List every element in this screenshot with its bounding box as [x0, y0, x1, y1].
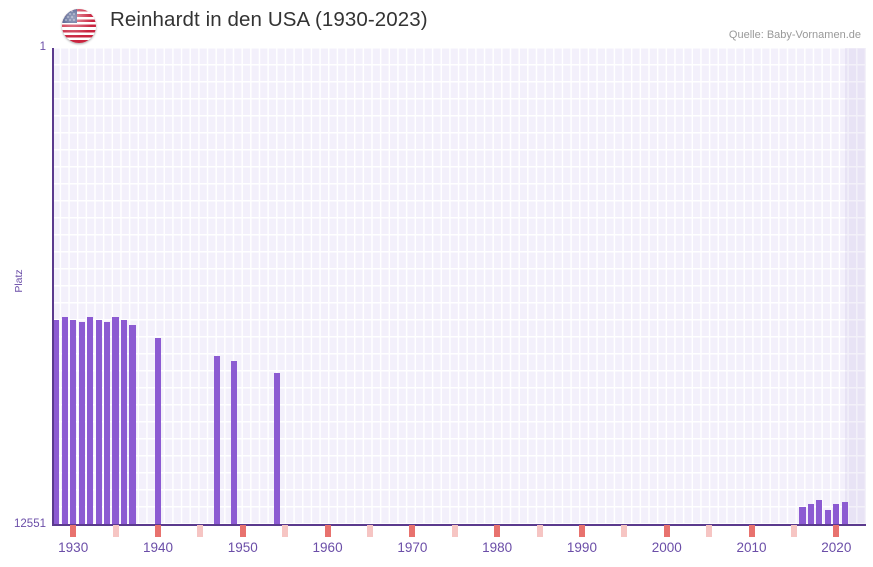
x-axis-line — [52, 524, 866, 526]
x-tick-minor — [451, 525, 458, 537]
x-axis-label: 2020 — [821, 540, 852, 555]
bar[interactable] — [112, 317, 119, 525]
chart-header: Reinhardt in den USA (1930-2023) Quelle:… — [0, 0, 873, 46]
x-axis-label: 1970 — [397, 540, 428, 555]
x-tick-minor — [197, 525, 204, 537]
bar[interactable] — [833, 504, 840, 525]
x-axis-label: 1930 — [58, 540, 89, 555]
bar[interactable] — [61, 317, 68, 525]
x-axis-label: 1990 — [566, 540, 597, 555]
x-tick-major — [70, 525, 77, 537]
bar[interactable] — [807, 504, 815, 525]
x-tick-minor — [790, 525, 797, 537]
x-tick-major — [154, 525, 161, 537]
x-tick-major — [324, 525, 331, 537]
y-axis-title: Platz — [13, 269, 25, 293]
x-tick-minor — [536, 525, 543, 537]
x-axis-label: 1950 — [227, 540, 258, 555]
bar[interactable] — [53, 320, 60, 525]
y-axis-label-bottom: 12551 — [14, 518, 46, 530]
x-tick-major — [833, 525, 840, 537]
plot-area — [52, 48, 866, 525]
x-axis-label: 1940 — [142, 540, 174, 555]
x-tick-major — [409, 525, 416, 537]
bar[interactable] — [824, 509, 831, 525]
bar[interactable] — [87, 317, 94, 525]
bar[interactable] — [799, 506, 806, 525]
bar[interactable] — [120, 320, 128, 525]
x-tick-major — [494, 525, 501, 537]
bar[interactable] — [231, 360, 238, 525]
x-axis-label: 1980 — [482, 540, 513, 555]
bar[interactable] — [70, 320, 77, 525]
x-tick-minor — [366, 525, 373, 537]
bar[interactable] — [214, 356, 221, 525]
x-axis-label: 2000 — [651, 540, 682, 555]
y-axis-line — [52, 48, 54, 525]
x-tick-major — [663, 525, 670, 537]
bar[interactable] — [841, 502, 848, 525]
page-title: Reinhardt in den USA (1930-2023) — [110, 8, 428, 31]
x-tick-minor — [621, 525, 628, 537]
us-flag-icon — [62, 9, 96, 43]
bar[interactable] — [129, 324, 136, 525]
x-axis-label: 2010 — [736, 540, 767, 555]
bar[interactable] — [816, 499, 823, 525]
x-axis-label: 1960 — [312, 540, 343, 555]
plot-grid — [52, 48, 866, 525]
x-tick-minor — [112, 525, 119, 537]
source-note: Quelle: Baby-Vornamen.de — [728, 29, 861, 41]
y-axis-label-top: 1 — [39, 41, 46, 53]
x-tick-major — [578, 525, 585, 537]
bar[interactable] — [154, 338, 162, 525]
x-tick-minor — [706, 525, 713, 537]
bar[interactable] — [273, 373, 280, 525]
x-tick-major — [748, 525, 755, 537]
bar[interactable] — [103, 321, 111, 525]
x-tick-major — [239, 525, 246, 537]
bar[interactable] — [78, 321, 85, 525]
plot-band-forecast — [845, 48, 866, 525]
x-tick-minor — [282, 525, 289, 537]
bar[interactable] — [95, 320, 102, 525]
